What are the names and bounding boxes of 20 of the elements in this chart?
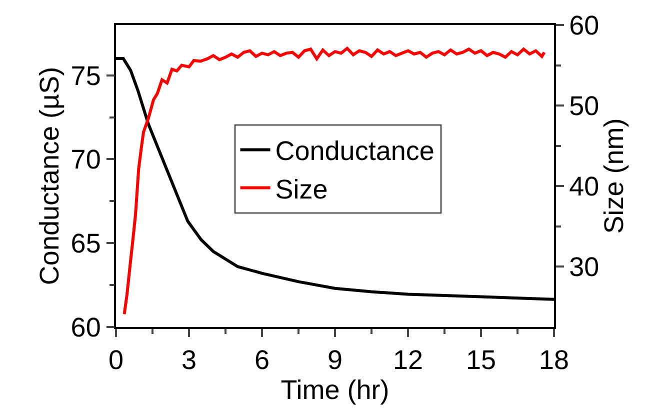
- y-tick-label: 75: [70, 60, 101, 91]
- y-tick-label: 60: [70, 312, 101, 342]
- x-tick-label: 0: [108, 345, 124, 376]
- y-tick-label: 65: [70, 228, 101, 259]
- x-tick-label: 18: [538, 345, 570, 376]
- legend-label: Size: [275, 174, 328, 204]
- y-tick-label: 70: [70, 144, 101, 175]
- x-axis-title: Time (hr): [280, 375, 390, 406]
- x-tick-label: 3: [181, 345, 197, 376]
- y2-tick-label: 60: [569, 10, 600, 40]
- x-tick-label: 12: [392, 345, 424, 376]
- y-axis-title: Conductance (µS): [34, 66, 64, 286]
- y2-axis-title: Size (nm): [599, 118, 630, 234]
- x-tick-label: 15: [466, 345, 496, 376]
- legend-label: Conductance: [275, 136, 434, 166]
- y2-tick-label: 30: [569, 252, 600, 282]
- x-tick-label: 9: [327, 345, 343, 376]
- y2-tick-label: 40: [569, 172, 600, 202]
- y2-tick-label: 50: [569, 90, 600, 121]
- x-tick-label: 6: [254, 345, 270, 376]
